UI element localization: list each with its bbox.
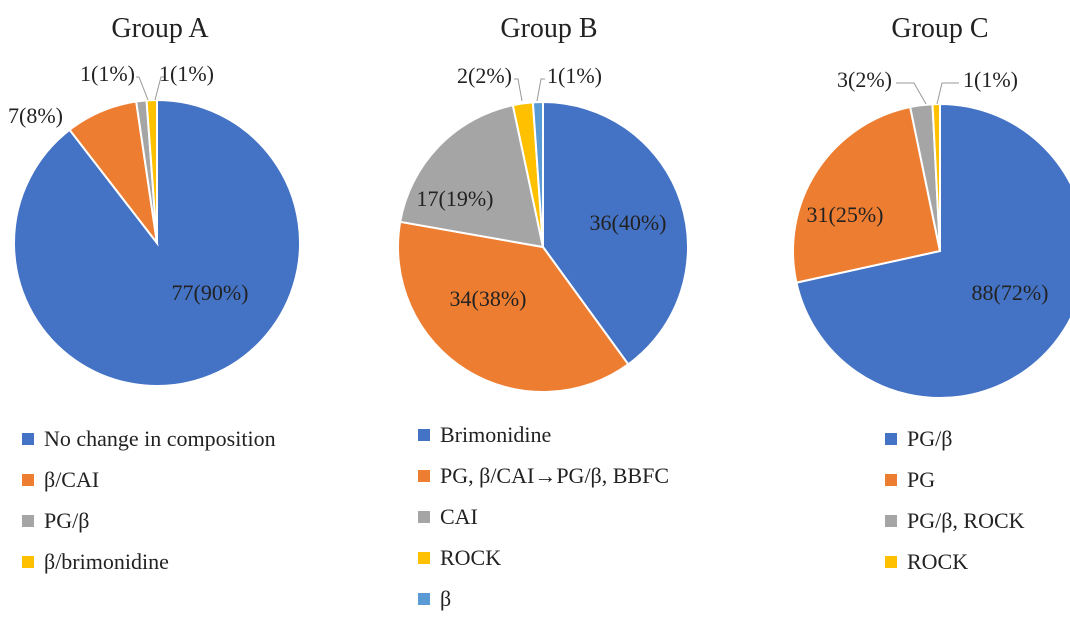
legend-swatch	[418, 551, 430, 564]
legend-label: ROCK	[907, 548, 969, 574]
slice-data-label: 7(8%)	[8, 103, 63, 128]
slice-data-label: 1(1%)	[547, 63, 602, 88]
legend-group-b: Brimonidine PG, β/CAI→PG/β, BBFC CAI ROCK β	[418, 414, 669, 619]
legend-swatch	[885, 432, 897, 445]
legend-label: PG/β	[907, 425, 953, 451]
slice-data-label: 1(1%)	[963, 67, 1018, 92]
legend-item: CAI	[418, 496, 669, 537]
pie-slice-1	[795, 102, 1070, 399]
pie-slice-3	[399, 103, 545, 249]
pie-chart-group-a: Group A 77(90%) 7(8%) 1(1%) 1(1%)	[8, 13, 301, 387]
pie-slice-1	[542, 100, 689, 366]
legend-item: ROCK	[418, 537, 669, 578]
slice-data-label: 77(90%)	[172, 280, 249, 305]
legend-group-c: PG/β PG PG/β, ROCK ROCK	[885, 418, 1025, 582]
pie-slice-4	[931, 102, 941, 252]
legend-swatch	[418, 469, 430, 482]
pie-slice-4	[145, 98, 158, 244]
legend-swatch	[885, 555, 897, 568]
leader-line	[536, 78, 545, 102]
legend-label: PG, β/CAI→PG/β, BBFC	[440, 462, 670, 488]
leader-line	[136, 76, 149, 101]
pie-slice-2	[397, 220, 630, 393]
legend-swatch	[22, 555, 34, 568]
slice-data-label: 1(1%)	[159, 61, 214, 86]
legend-swatch	[885, 514, 897, 527]
legend-item: PG/β, ROCK	[885, 500, 1025, 541]
legend-label: β/brimonidine	[44, 548, 169, 574]
legend-swatch	[22, 473, 34, 486]
chart-title: Group B	[500, 13, 597, 44]
legend-item: PG/β	[885, 418, 1025, 459]
legend-label: PG/β, ROCK	[907, 507, 1025, 533]
legend-group-a: No change in composition β/CAI PG/β β/brimo…	[22, 418, 276, 582]
legend-item: β/CAI	[22, 459, 276, 500]
leader-line	[154, 76, 164, 101]
legend-item: β	[418, 578, 669, 619]
legend-item: PG/β	[22, 500, 276, 541]
slice-data-label: 17(19%)	[417, 186, 494, 211]
slice-data-label: 2(2%)	[457, 63, 512, 88]
legend-swatch	[418, 428, 430, 441]
legend-swatch	[885, 473, 897, 486]
legend-label: β	[440, 585, 452, 611]
legend-label: PG	[907, 466, 936, 492]
legend-item: No change in composition	[22, 418, 276, 459]
legend-item: PG	[885, 459, 1025, 500]
chart-title: Group A	[111, 13, 209, 44]
legend-label: PG/β	[44, 507, 90, 533]
pie-slice-2	[792, 105, 942, 284]
slice-data-label: 88(72%)	[972, 280, 1049, 305]
legend-label: CAI	[440, 503, 478, 529]
leader-line	[896, 82, 927, 105]
pie-slice-5	[531, 100, 544, 248]
legend-label: Brimonidine	[440, 421, 552, 447]
leader-line	[514, 78, 523, 102]
slice-data-label: 36(40%)	[590, 210, 667, 235]
pie-chart-group-b: Group B 36(40%) 34(38%) 17(19%) 2(2%) 1(1%)	[397, 13, 689, 393]
leader-line	[936, 82, 959, 105]
slice-data-label: 3(2%)	[837, 67, 892, 92]
legend-item: ROCK	[885, 541, 1025, 582]
slice-data-label: 34(38%)	[450, 286, 527, 311]
legend-swatch	[418, 510, 430, 523]
pie-chart-group-c: Group C 88(72%) 31(25%) 3(2%) 1(1%)	[792, 13, 1070, 399]
legend-swatch	[22, 514, 34, 527]
legend-item: β/brimonidine	[22, 541, 276, 582]
slice-data-label: 31(25%)	[807, 202, 884, 227]
legend-item: Brimonidine	[418, 414, 669, 455]
legend-label: β/CAI	[44, 466, 100, 492]
legend-swatch	[418, 592, 430, 605]
legend-label: No change in composition	[44, 425, 276, 451]
slice-data-label: 1(1%)	[80, 61, 135, 86]
legend-item: PG, β/CAI→PG/β, BBFC	[418, 455, 669, 496]
legend-swatch	[22, 432, 34, 445]
legend-label: ROCK	[440, 544, 502, 570]
chart-title: Group C	[891, 13, 988, 44]
